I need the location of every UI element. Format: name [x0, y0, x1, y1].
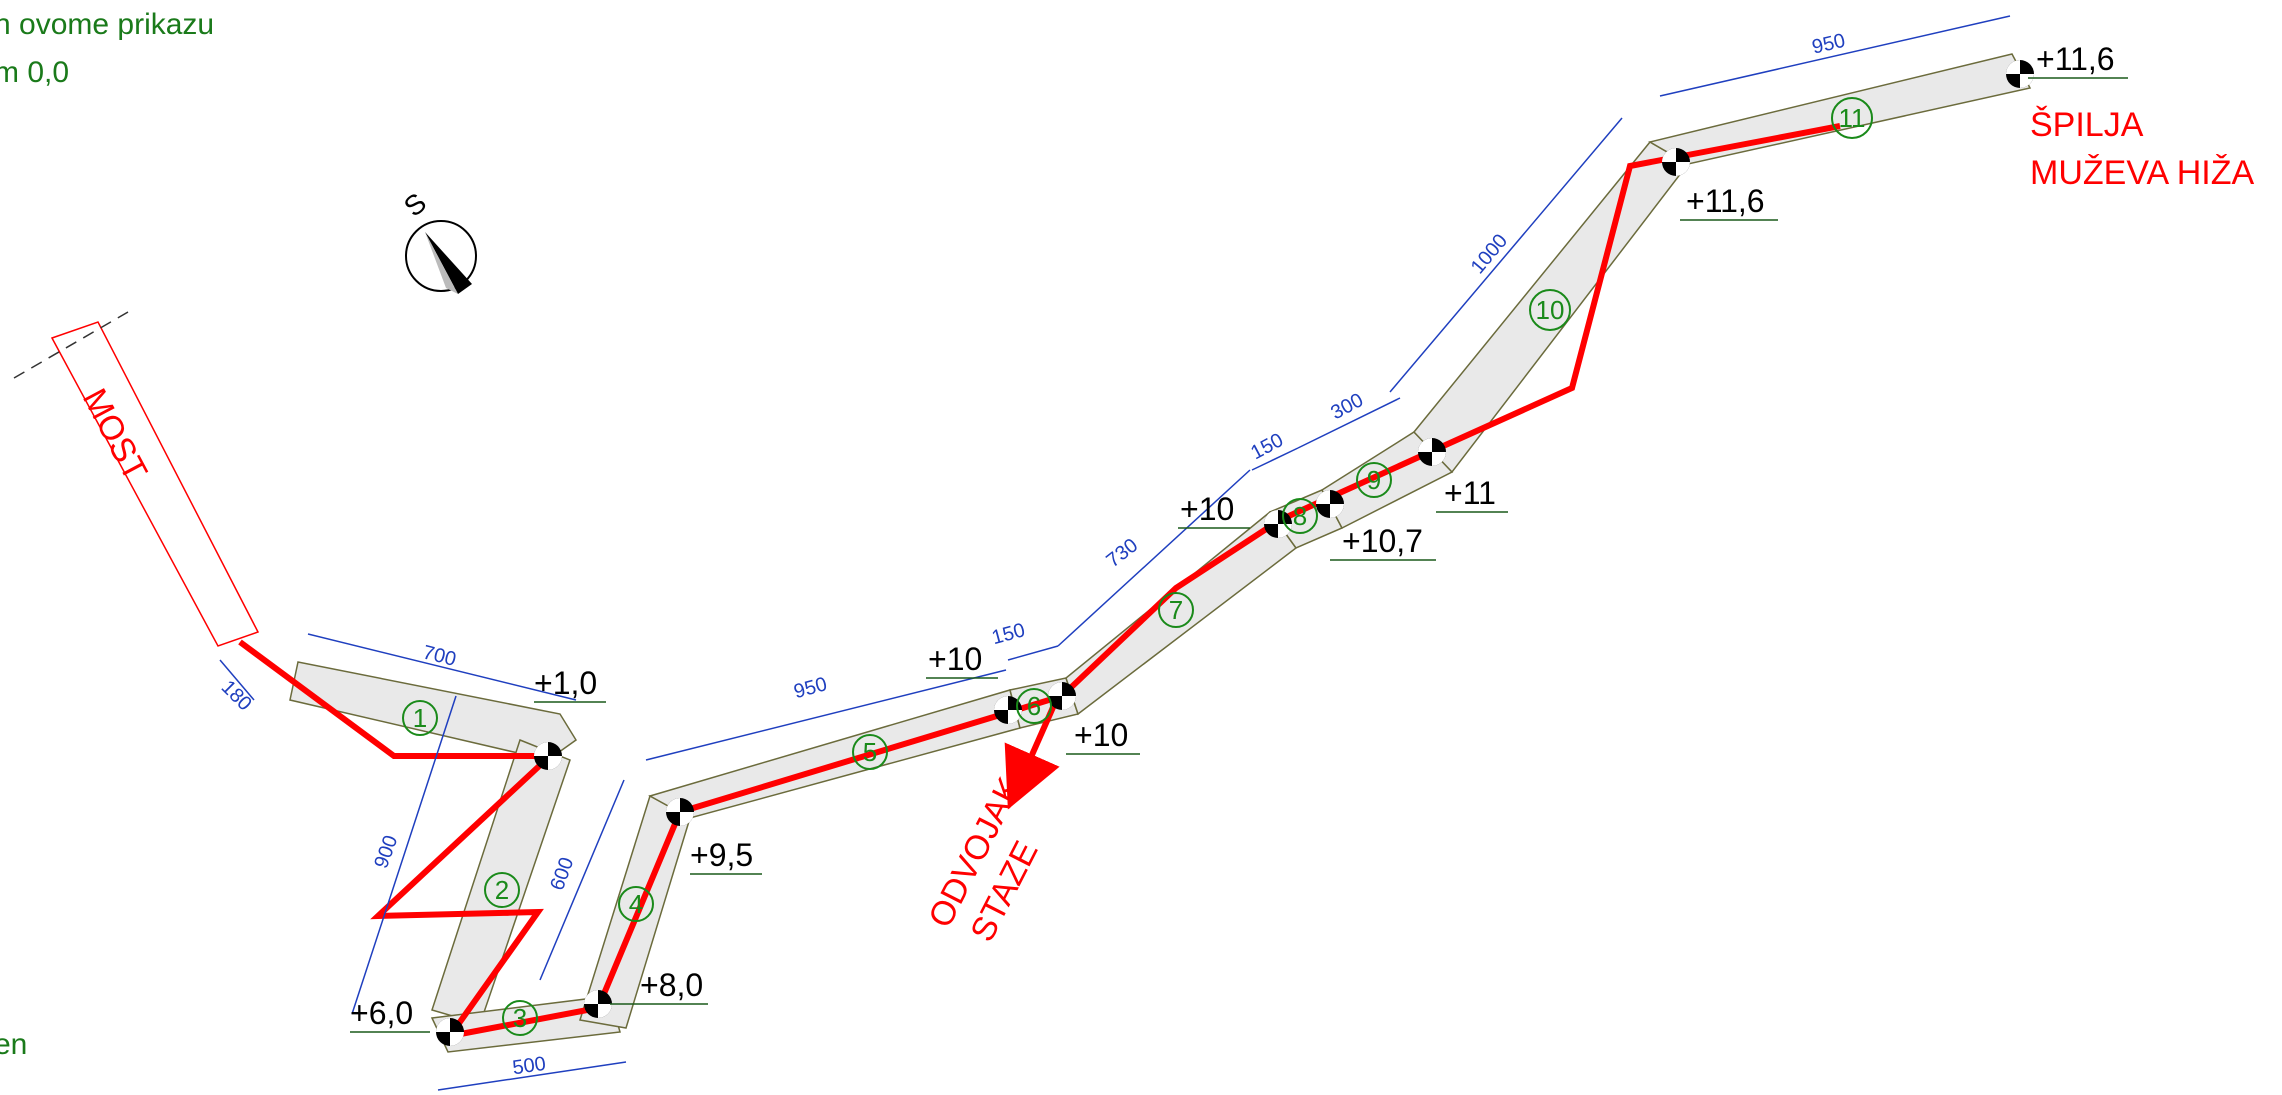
note-bottom: en	[0, 1028, 28, 1061]
survey-point-icon	[1316, 490, 1344, 518]
elevation-label: +6,0	[350, 995, 413, 1031]
elevation-label: +10	[928, 641, 982, 677]
note-top-line1: n ovome prikazu	[0, 8, 215, 41]
dimension-label: 1000	[1467, 230, 1512, 278]
dimension-label: 300	[1327, 389, 1367, 424]
segment-number: 5	[863, 737, 877, 767]
survey-points	[436, 60, 2034, 1046]
dimension-label: 700	[421, 641, 459, 670]
dimension-label: 730	[1102, 534, 1142, 572]
survey-point-icon	[666, 798, 694, 826]
survey-point-icon	[2006, 60, 2034, 88]
elevation-label: +11,6	[2036, 41, 2115, 77]
dimension-label: 900	[370, 833, 402, 872]
dimension-label: 180	[217, 676, 256, 715]
cave-label-line1: ŠPILJA	[2030, 106, 2144, 144]
route-line	[238, 123, 1841, 1041]
elevation-label: +11,6	[1686, 183, 1765, 219]
compass-icon: S	[398, 187, 477, 294]
bridge: MOST	[13, 311, 260, 647]
survey-point-icon	[1662, 148, 1690, 176]
dimension-lines: 180 700 900 500 600 950 150 730 150 300 …	[217, 15, 2011, 1091]
branch-arrow	[1004, 694, 1061, 810]
segment-number: 4	[629, 889, 643, 919]
survey-point-icon	[1048, 682, 1076, 710]
dimension-label: 500	[511, 1053, 547, 1079]
elevation-labels: +1,0 +6,0 +8,0 +9,5 +10 +10 +10 +10,7 +1…	[350, 41, 2128, 1033]
segment-number: 7	[1169, 595, 1183, 625]
segment-band-1	[289, 661, 578, 761]
elevation-label: +10,7	[1342, 523, 1423, 559]
elevation-label: +10	[1074, 717, 1128, 753]
survey-point-icon	[1264, 510, 1292, 538]
elevation-label: +1,0	[534, 665, 597, 701]
segment-number: 10	[1536, 295, 1565, 325]
segment-number: 2	[495, 875, 509, 905]
elevation-label: +10	[1180, 491, 1234, 527]
dimension-label: 150	[1247, 429, 1287, 464]
bridge-label: MOST	[75, 383, 155, 488]
elevation-label: +8,0	[640, 967, 703, 1003]
survey-point-icon	[534, 742, 562, 770]
survey-point-icon	[584, 990, 612, 1018]
dimension-label: 950	[791, 673, 829, 703]
survey-point-icon	[436, 1018, 464, 1046]
segment-number: 6	[1027, 691, 1041, 721]
elevation-label: +9,5	[690, 837, 753, 873]
note-top-line2: m 0,0	[0, 56, 70, 89]
segment-number: 3	[513, 1003, 527, 1033]
compass-letter: S	[398, 187, 432, 223]
segment-number: 11	[1839, 103, 1866, 133]
segment-band-5	[648, 689, 1021, 819]
dimension-label: 600	[546, 855, 578, 894]
segment-number: 9	[1367, 465, 1381, 495]
segment-number: 8	[1293, 501, 1307, 531]
segment-number: 1	[413, 703, 427, 733]
elevation-label: +11	[1444, 475, 1496, 511]
dimension-label: 150	[989, 619, 1027, 649]
cave-label-line2: MUŽEVA HIŽA	[2030, 154, 2254, 192]
segment-numbers: 1 2 3 4 5 6 7 8 9 10 11	[402, 97, 1873, 1036]
survey-point-icon	[1418, 438, 1446, 466]
